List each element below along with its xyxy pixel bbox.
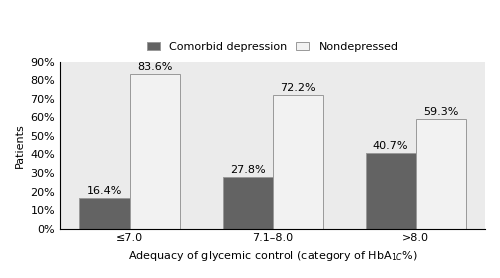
Bar [416, 119, 466, 229]
Text: 16.4%: 16.4% [87, 186, 122, 196]
Bar [80, 198, 130, 229]
Text: 83.6%: 83.6% [137, 62, 172, 72]
Legend: Comorbid depression, Nondepressed: Comorbid depression, Nondepressed [142, 38, 403, 56]
Text: 40.7%: 40.7% [373, 141, 408, 151]
Y-axis label: Patients: Patients [15, 123, 25, 168]
Text: 72.2%: 72.2% [280, 83, 316, 93]
Text: 59.3%: 59.3% [423, 107, 458, 117]
Bar [130, 74, 180, 229]
Text: 27.8%: 27.8% [230, 165, 266, 175]
Bar [222, 177, 272, 229]
Bar [272, 95, 322, 229]
Bar [366, 153, 416, 229]
X-axis label: Adequacy of glycemic control (category of HbA$_{1C}$%): Adequacy of glycemic control (category o… [128, 249, 418, 263]
